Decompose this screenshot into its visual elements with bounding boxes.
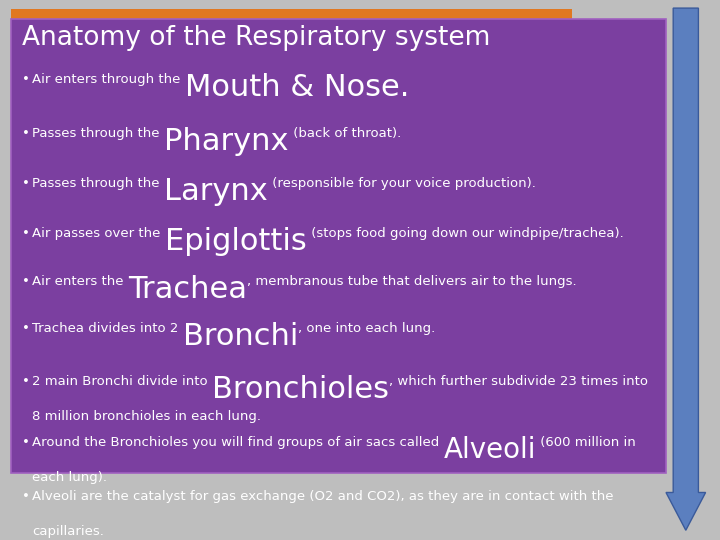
Text: Epiglottis: Epiglottis	[165, 227, 307, 256]
Text: Trachea: Trachea	[128, 275, 247, 305]
Text: Air enters through the: Air enters through the	[32, 73, 185, 86]
FancyBboxPatch shape	[11, 9, 572, 68]
Text: (600 million in: (600 million in	[536, 436, 636, 449]
Text: Alveoli are the catalyst for gas exchange (O2 and CO2), as they are in contact w: Alveoli are the catalyst for gas exchang…	[32, 490, 614, 503]
Text: •: •	[22, 73, 30, 86]
Text: , membranous tube that delivers air to the lungs.: , membranous tube that delivers air to t…	[247, 275, 577, 288]
Text: Mouth & Nose.: Mouth & Nose.	[185, 73, 410, 102]
Text: Around the Bronchioles you will find groups of air sacs called: Around the Bronchioles you will find gro…	[32, 436, 444, 449]
Text: Trachea divides into 2: Trachea divides into 2	[32, 322, 183, 335]
Text: •: •	[22, 275, 30, 288]
FancyBboxPatch shape	[11, 19, 666, 472]
Text: Passes through the: Passes through the	[32, 177, 164, 190]
Text: Passes through the: Passes through the	[32, 127, 164, 140]
Text: •: •	[22, 322, 30, 335]
Text: (back of throat).: (back of throat).	[289, 127, 401, 140]
Text: •: •	[22, 490, 30, 503]
Text: •: •	[22, 127, 30, 140]
Text: •: •	[22, 436, 30, 449]
Text: , one into each lung.: , one into each lung.	[298, 322, 436, 335]
Text: •: •	[22, 177, 30, 190]
Text: , which further subdivide 23 times into: , which further subdivide 23 times into	[390, 375, 648, 388]
Polygon shape	[666, 8, 706, 530]
Text: Alveoli: Alveoli	[444, 436, 536, 464]
Text: 8 million bronchioles in each lung.: 8 million bronchioles in each lung.	[32, 410, 261, 423]
Text: Bronchi: Bronchi	[183, 322, 298, 352]
Text: Anatomy of the Respiratory system: Anatomy of the Respiratory system	[22, 25, 490, 51]
Text: Air enters the: Air enters the	[32, 275, 128, 288]
Text: Pharynx: Pharynx	[164, 127, 289, 156]
Text: Larynx: Larynx	[164, 177, 268, 206]
Text: •: •	[22, 227, 30, 240]
Text: •: •	[22, 375, 30, 388]
Text: Bronchioles: Bronchioles	[212, 375, 390, 404]
Text: capillaries.: capillaries.	[32, 525, 104, 538]
Text: (responsible for your voice production).: (responsible for your voice production).	[268, 177, 536, 190]
Text: (stops food going down our windpipe/trachea).: (stops food going down our windpipe/trac…	[307, 227, 624, 240]
Text: each lung).: each lung).	[32, 471, 107, 484]
Text: 2 main Bronchi divide into: 2 main Bronchi divide into	[32, 375, 212, 388]
Text: Air passes over the: Air passes over the	[32, 227, 165, 240]
